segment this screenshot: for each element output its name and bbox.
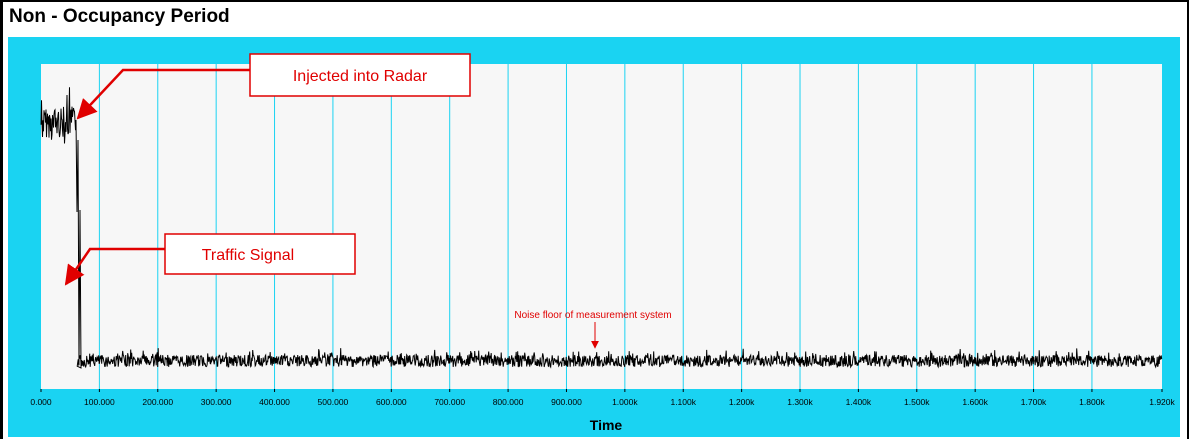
panel-right-border	[1187, 0, 1189, 439]
x-tick-label: 1.920k	[1149, 397, 1175, 407]
grid-lines	[98, 64, 1093, 389]
plot-area	[41, 64, 1162, 389]
x-tick-label: 400.000	[259, 397, 290, 407]
x-tick-label: 600.000	[376, 397, 407, 407]
injected-callout-box	[249, 53, 471, 97]
x-tick-label: 800.000	[493, 397, 524, 407]
traffic-callout-box	[164, 233, 356, 275]
x-tick-label: 100.000	[84, 397, 115, 407]
x-tick-label: 200.000	[142, 397, 173, 407]
series-line	[40, 87, 1163, 369]
x-axis-ticks: 0.000 100.000 200.000 300.000 400.000 500.000…	[30, 389, 1176, 407]
noise-floor-text: Noise floor of measurement system	[514, 310, 671, 321]
injected-callout-text: Injected into Radar	[293, 68, 428, 85]
x-axis-label: Time	[590, 417, 623, 433]
traffic-callout-text: Traffic Signal	[202, 247, 294, 264]
panel-top-border	[0, 0, 1189, 2]
x-tick-label: 0.000	[30, 397, 52, 407]
panel-title: Non - Occupancy Period	[9, 6, 230, 27]
x-tick-label: 1.300k	[787, 397, 813, 407]
x-tick-label: 1.500k	[904, 397, 930, 407]
x-tick-label: 300.000	[201, 397, 232, 407]
traffic-callout-arrow	[64, 247, 165, 286]
injected-callout-arrow	[76, 68, 250, 120]
annotations: Injected into Radar Traffic Signal Noise…	[64, 53, 672, 349]
x-tick-label: 1.800k	[1079, 397, 1105, 407]
panel-left-border	[0, 0, 3, 439]
x-tick-label: 900.000	[551, 397, 582, 407]
x-tick-label: 1.000k	[612, 397, 638, 407]
x-tick-label: 500.000	[318, 397, 349, 407]
x-tick-label: 1.200k	[729, 397, 755, 407]
x-tick-label: 1.600k	[962, 397, 988, 407]
x-tick-label: 1.700k	[1021, 397, 1047, 407]
x-tick-label: 700.000	[434, 397, 465, 407]
x-tick-label: 1.100k	[670, 397, 696, 407]
series-trace	[40, 87, 1163, 369]
x-tick-label: 1.400k	[846, 397, 872, 407]
